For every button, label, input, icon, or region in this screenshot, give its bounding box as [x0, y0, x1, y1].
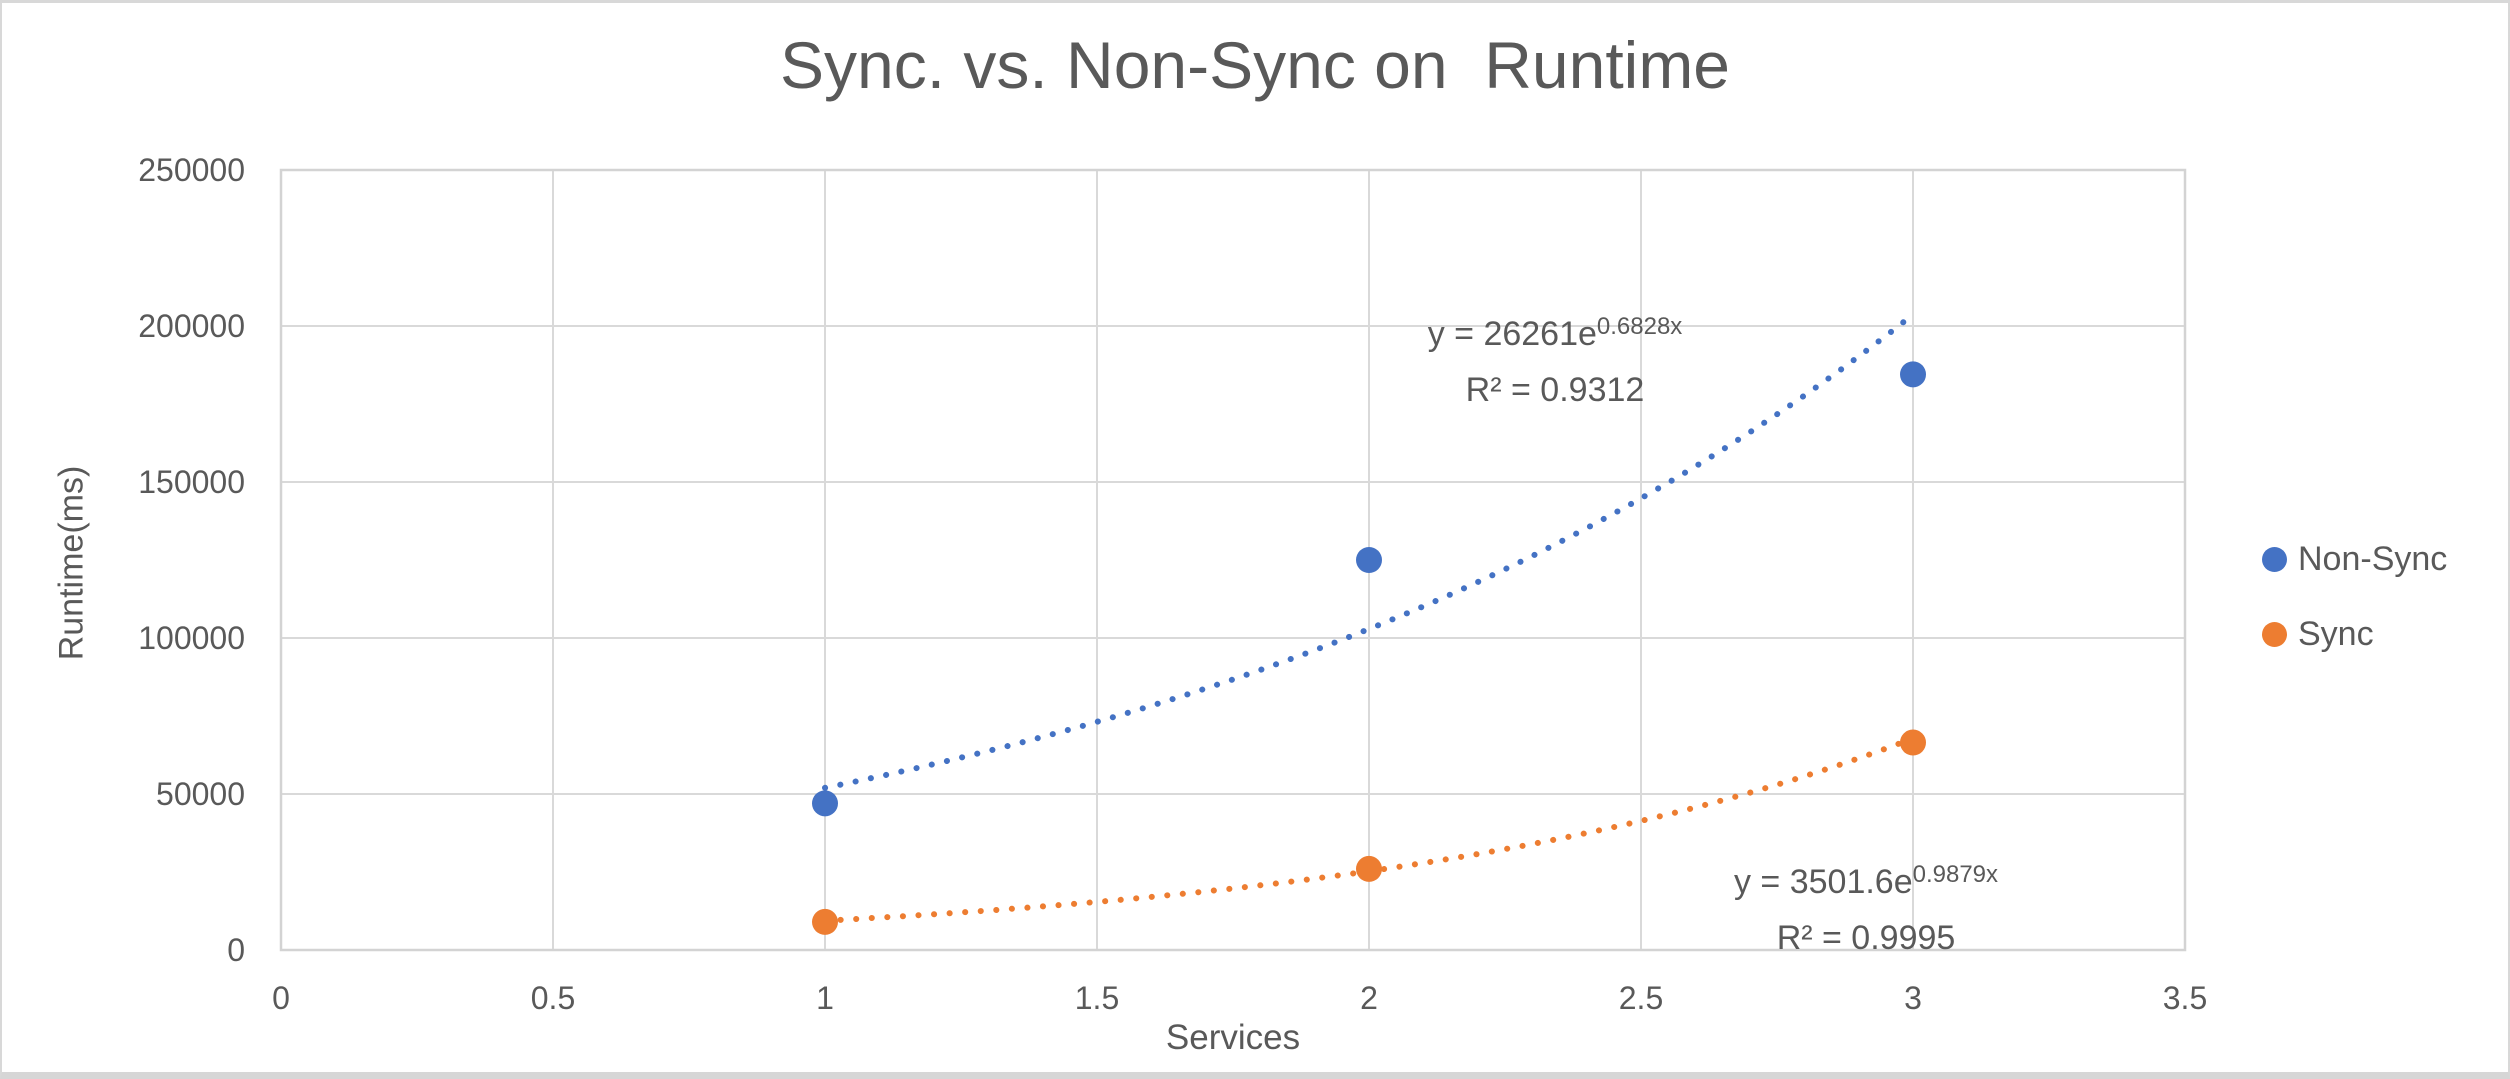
trendline-label-non-sync: y = 26261e0.6828x R² = 0.9312: [1428, 308, 1683, 417]
equation-exponent: 0.9879x: [1912, 861, 1999, 889]
x-tick-label: 1: [816, 980, 834, 1016]
data-point-non-sync: [812, 790, 838, 817]
trendline-non-sync: [822, 311, 1916, 791]
trendline-equation-sync: y = 3501.6e0.9879x: [1734, 856, 1998, 912]
y-axis-title: Runtime(ms): [52, 465, 91, 661]
chart-title: Sync. vs. Non-Sync on Runtime: [779, 28, 1731, 102]
trendline-r-squared-non-sync: R² = 0.9312: [1465, 371, 1645, 409]
data-point-non-sync: [1900, 361, 1926, 388]
y-tick-label: 50000: [156, 776, 245, 812]
data-point-sync: [1356, 855, 1382, 882]
x-tick-label: 3: [1904, 980, 1922, 1016]
y-tick-label: 100000: [138, 620, 245, 656]
plot-border: [279, 168, 2187, 952]
chart-legend: Non-Sync Sync: [2262, 536, 2447, 658]
equation-exponent: 0.6828x: [1596, 313, 1683, 341]
legend-marker-non-sync-icon: [2262, 547, 2287, 572]
x-tick-label: 2.5: [1619, 980, 1663, 1016]
equation-base: y = 26261e: [1427, 315, 1597, 353]
x-tick-label: 1.5: [1075, 980, 1119, 1016]
x-tick-label: 0.5: [531, 980, 575, 1016]
legend-marker-sync-icon: [2262, 622, 2287, 647]
trendline-r-squared-sync: R² = 0.9995: [1776, 919, 1956, 957]
x-tick-label: 2: [1360, 980, 1378, 1016]
x-tick-label: 0: [272, 980, 290, 1016]
data-point-sync: [1900, 729, 1926, 756]
y-tick-label: 200000: [138, 308, 245, 344]
y-tick-label: 0: [227, 932, 245, 968]
x-tick-label: 3.5: [2163, 980, 2207, 1016]
y-tick-label: 250000: [138, 152, 245, 188]
legend-label-sync: Sync: [2298, 615, 2374, 653]
y-tick-label: 150000: [138, 464, 245, 500]
trendline-equation-non-sync: y = 26261e0.6828x: [1428, 308, 1683, 364]
legend-label-non-sync: Non-Sync: [2298, 540, 2448, 578]
trendline-label-sync: y = 3501.6e0.9879x R² = 0.9995: [1734, 856, 1998, 965]
legend-item-sync: Sync: [2262, 611, 2447, 658]
legend-item-non-sync: Non-Sync: [2262, 536, 2447, 583]
data-point-non-sync: [1356, 547, 1382, 573]
data-point-sync: [812, 908, 838, 935]
x-axis-title: Services: [1165, 1018, 1301, 1057]
equation-base: y = 3501.6e: [1733, 863, 1913, 901]
